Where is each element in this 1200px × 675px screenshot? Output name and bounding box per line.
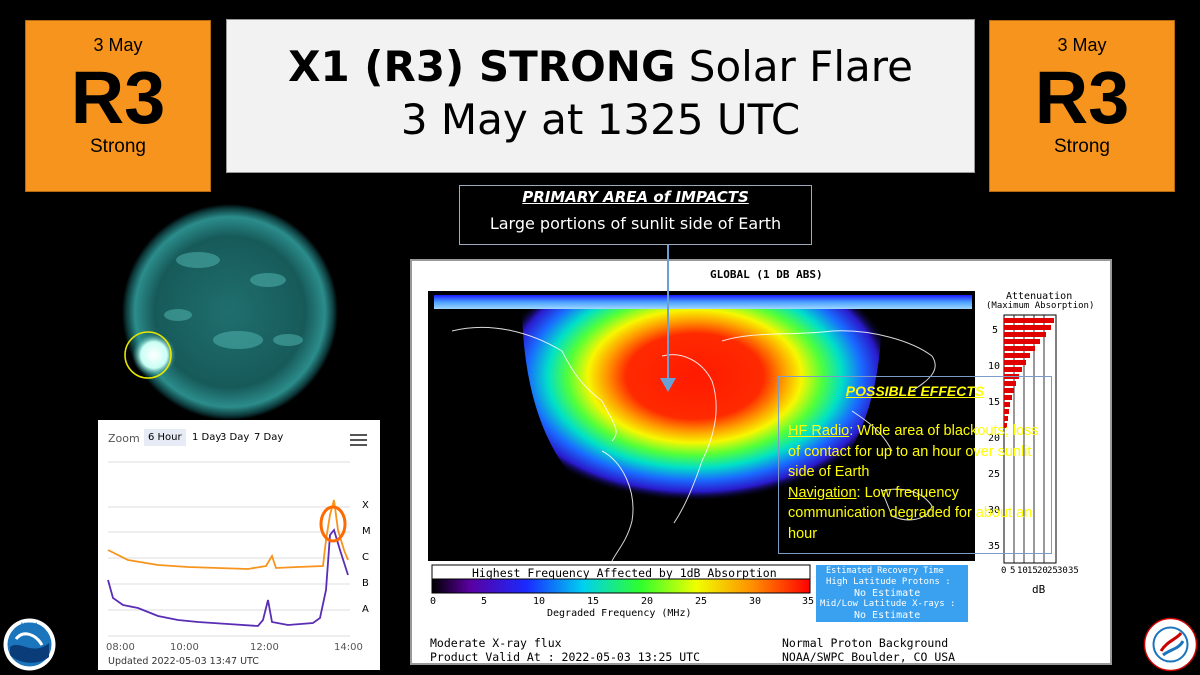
long-wavelength-series — [107, 499, 349, 570]
db-tick: 0 — [1001, 566, 1007, 576]
x-tick: 08:00 — [106, 642, 135, 653]
atten-left-tick: 35 — [988, 541, 1001, 552]
atten-left-tick: 5 — [992, 325, 999, 336]
impact-text: Large portions of sunlit side of Earth — [489, 214, 782, 233]
scale-badge-right: 3 May R3 Strong — [989, 20, 1175, 192]
zoom-7-day-button[interactable]: 7 Day — [254, 432, 284, 443]
attenuation-subtitle: (Maximum Absorption) — [986, 301, 1095, 311]
atten-left-tick: 30 — [988, 505, 1001, 516]
headline-rest: Solar Flare — [675, 42, 913, 91]
headline-box: X1 (R3) STRONG Solar Flare 3 May at 1325… — [226, 19, 975, 173]
badge-date: 3 May — [1057, 35, 1107, 55]
db-tick: 25 — [1047, 566, 1058, 576]
scale-tick: 30 — [749, 596, 762, 607]
zoom-1-day-button[interactable]: 1 Day — [192, 432, 222, 443]
navigation-label: Navigation — [788, 484, 857, 501]
drap-map-graphic — [428, 291, 1057, 622]
x-tick: 10:00 — [170, 642, 199, 653]
recovery-high-lat: High Latitude Protons : — [826, 577, 951, 587]
class-label: B — [362, 578, 369, 589]
footer-valid: Product Valid At : 2022-05-03 13:25 UTC — [430, 650, 701, 664]
headline-line1: X1 (R3) STRONG Solar Flare — [227, 42, 974, 92]
impact-arrowhead — [660, 378, 676, 392]
recovery-mid-value: No Estimate — [854, 610, 921, 621]
badge-scale: R3 — [1034, 56, 1130, 139]
atten-left-tick: 25 — [988, 469, 1001, 480]
scale-tick: 25 — [695, 596, 708, 607]
zoom-3-day-button[interactable]: 3 Day — [220, 432, 250, 443]
short-wavelength-series — [107, 528, 349, 627]
recovery-title: Estimated Recovery Time — [826, 566, 944, 576]
impact-arrow — [667, 245, 669, 385]
scale-label: Degraded Frequency (MHz) — [547, 608, 692, 619]
nws-logo — [1143, 617, 1198, 672]
flare-highlight-circle — [124, 331, 172, 379]
scale-tick: 0 — [430, 596, 437, 607]
recovery-mid-lat: Mid/Low Latitude X-rays : — [820, 599, 956, 609]
hf-radio-text: : Wide area of blackouts; loss of contac… — [788, 423, 1039, 480]
atten-left-tick: 10 — [988, 361, 1001, 372]
x-tick: 14:00 — [334, 642, 363, 653]
goes-plot — [107, 461, 350, 637]
class-label: M — [362, 526, 371, 537]
possible-effects-box: POSSIBLE EFFECTS HF Radio: Wide area of … — [778, 376, 1052, 554]
hf-radio-label: HF Radio — [788, 423, 850, 439]
atten-left-tick: 15 — [988, 397, 1001, 408]
db-tick: 30 — [1057, 566, 1068, 576]
footer-source: NOAA/SWPC Boulder, CO USA — [782, 650, 956, 664]
scale-tick: 35 — [802, 596, 815, 607]
badge-scale: R3 — [70, 56, 166, 139]
impact-heading: PRIMARY AREA of IMPACTS — [522, 188, 749, 206]
drap-map-panel: GLOBAL (1 DB ABS) Attenuation (Maximum A… — [410, 259, 1112, 665]
flare-peak-circle — [319, 505, 347, 543]
drap-title: GLOBAL (1 DB ABS) — [710, 268, 823, 281]
effects-body: HF Radio: Wide area of blackouts; loss o… — [788, 421, 1050, 544]
scale-tick: 20 — [641, 596, 654, 607]
db-tick: 5 — [1010, 566, 1016, 576]
recovery-high-value: No Estimate — [854, 588, 921, 599]
zoom-6-hour-button[interactable]: 6 Hour — [144, 429, 186, 446]
headline-bold: X1 (R3) STRONG — [288, 42, 676, 91]
class-label: A — [362, 604, 369, 615]
atten-left-tick: 20 — [988, 433, 1001, 444]
db-tick: 10 — [1017, 566, 1028, 576]
db-tick: 35 — [1068, 566, 1079, 576]
scale-tick: 10 — [533, 596, 546, 607]
scale-tick: 15 — [587, 596, 600, 607]
badge-level: Strong — [90, 136, 146, 157]
footer-proton: Normal Proton Background — [782, 636, 949, 650]
headline-line2: 3 May at 1325 UTC — [400, 95, 801, 144]
badge-date: 3 May — [93, 35, 143, 55]
attenuation-title: Attenuation — [1006, 291, 1073, 302]
db-label: dB — [1032, 583, 1046, 596]
scale-title: Highest Frequency Affected by 1dB Absorp… — [472, 566, 777, 580]
scale-badge-left: 3 May R3 Strong — [25, 20, 211, 192]
class-label: X — [362, 500, 369, 511]
zoom-label: Zoom — [108, 432, 140, 445]
effects-heading: POSSIBLE EFFECTS — [845, 383, 985, 399]
x-tick: 12:00 — [250, 642, 279, 653]
footer-flux: Moderate X-ray flux — [430, 636, 562, 650]
noaa-logo: NOAA — [3, 618, 56, 671]
sun-image — [122, 204, 338, 420]
scale-tick: 5 — [481, 596, 488, 607]
impact-callout: PRIMARY AREA of IMPACTS Large portions o… — [459, 185, 812, 245]
badge-level: Strong — [1054, 136, 1110, 157]
db-tick: 15 — [1027, 566, 1038, 576]
menu-icon[interactable] — [350, 433, 368, 447]
goes-xray-chart: Zoom 6 Hour 1 Day 3 Day 7 Day X M C B A … — [98, 420, 380, 670]
navigation-text: : Low frequency communication degraded f… — [788, 484, 1033, 542]
class-label: C — [362, 552, 369, 563]
db-tick: 20 — [1037, 566, 1048, 576]
updated-timestamp: Updated 2022-05-03 13:47 UTC — [108, 656, 259, 667]
noaa-logo-text: NOAA — [21, 622, 39, 629]
